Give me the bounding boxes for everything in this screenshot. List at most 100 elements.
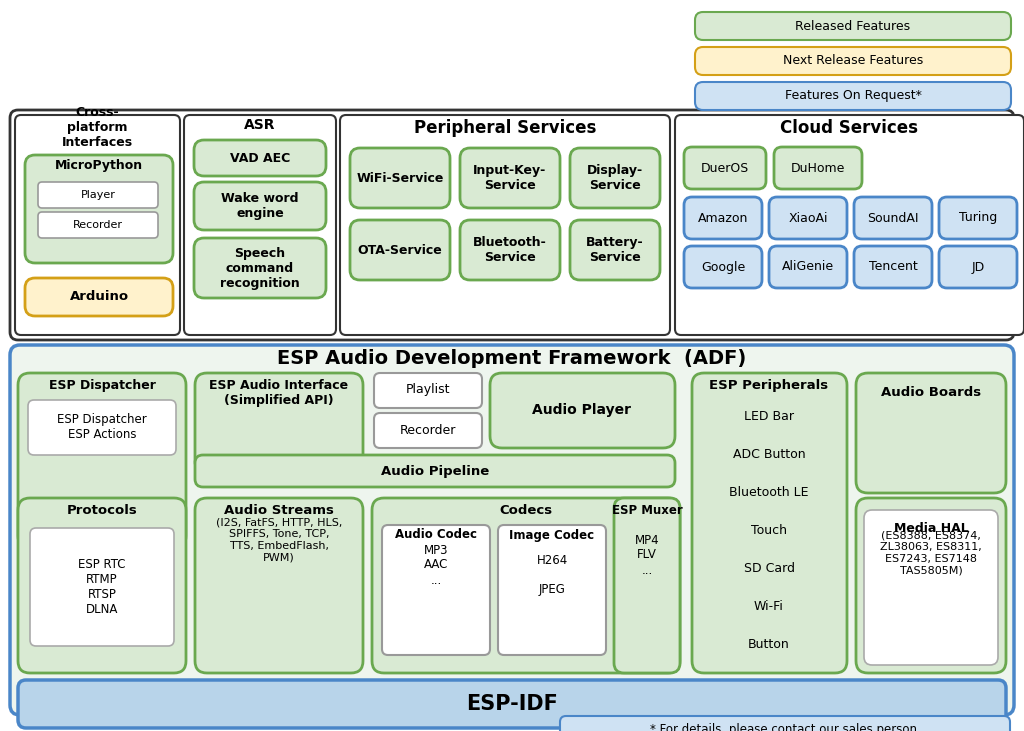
FancyBboxPatch shape [28,400,176,455]
Text: DuHome: DuHome [791,162,845,175]
Text: ESP Audio Interface
(Simplified API): ESP Audio Interface (Simplified API) [210,379,348,407]
Text: (I2S, FatFS, HTTP, HLS,
SPIFFS, Tone, TCP,
TTS, EmbedFlash,
PWM): (I2S, FatFS, HTTP, HLS, SPIFFS, Tone, TC… [216,518,342,562]
Text: WiFi-Service: WiFi-Service [356,172,443,184]
Text: Features On Request*: Features On Request* [784,89,922,102]
FancyBboxPatch shape [695,47,1011,75]
Text: Bluetooth-
Service: Bluetooth- Service [473,236,547,264]
Text: Turing: Turing [958,211,997,224]
FancyBboxPatch shape [684,197,762,239]
FancyBboxPatch shape [350,148,450,208]
Text: Released Features: Released Features [796,20,910,32]
Text: Audio Player: Audio Player [532,403,632,417]
Text: Wi-Fi: Wi-Fi [754,599,784,613]
Text: Display-
Service: Display- Service [587,164,643,192]
FancyBboxPatch shape [184,115,336,335]
FancyBboxPatch shape [10,345,1014,715]
FancyBboxPatch shape [194,238,326,298]
Text: ESP Muxer: ESP Muxer [611,504,682,518]
FancyBboxPatch shape [195,498,362,673]
FancyBboxPatch shape [856,498,1006,673]
Text: Recorder: Recorder [399,423,456,436]
Text: XiaoAi: XiaoAi [788,211,827,224]
FancyBboxPatch shape [570,220,660,280]
Text: Input-Key-
Service: Input-Key- Service [473,164,547,192]
FancyBboxPatch shape [854,246,932,288]
Text: ESP Audio Development Framework  (ADF): ESP Audio Development Framework (ADF) [278,349,746,368]
Text: LED Bar: LED Bar [744,409,794,423]
FancyBboxPatch shape [25,155,173,263]
FancyBboxPatch shape [864,510,998,665]
FancyBboxPatch shape [684,147,766,189]
Text: AliGenie: AliGenie [782,260,835,273]
FancyBboxPatch shape [18,373,186,548]
Text: ESP RTC
RTMP
RTSP
DLNA: ESP RTC RTMP RTSP DLNA [78,558,126,616]
FancyBboxPatch shape [374,373,482,408]
Text: Speech
command
recognition: Speech command recognition [220,246,300,289]
Text: Image Codec: Image Codec [509,529,595,542]
Text: OTA-Service: OTA-Service [357,243,442,257]
Text: SoundAI: SoundAI [867,211,919,224]
FancyBboxPatch shape [939,197,1017,239]
FancyBboxPatch shape [675,115,1024,335]
FancyBboxPatch shape [194,182,326,230]
Text: MP3
AAC
...: MP3 AAC ... [424,544,449,586]
FancyBboxPatch shape [684,246,762,288]
Text: Battery-
Service: Battery- Service [586,236,644,264]
FancyBboxPatch shape [374,413,482,448]
Text: ESP-IDF: ESP-IDF [466,694,558,714]
FancyBboxPatch shape [856,373,1006,493]
FancyBboxPatch shape [194,140,326,176]
Text: Next Release Features: Next Release Features [783,55,923,67]
FancyBboxPatch shape [18,680,1006,728]
FancyBboxPatch shape [30,528,174,646]
Text: Amazon: Amazon [697,211,749,224]
FancyBboxPatch shape [38,182,158,208]
FancyBboxPatch shape [692,373,847,673]
Text: Audio Codec: Audio Codec [395,529,477,542]
FancyBboxPatch shape [774,147,862,189]
Text: Audio Pipeline: Audio Pipeline [381,464,489,477]
Text: MP4
FLV
...: MP4 FLV ... [635,534,659,577]
Text: Media HAL: Media HAL [894,521,969,534]
Text: ADC Button: ADC Button [733,447,805,461]
Text: Player: Player [81,190,116,200]
FancyBboxPatch shape [560,716,1010,731]
Text: Protocols: Protocols [67,504,137,518]
Text: Peripheral Services: Peripheral Services [414,119,596,137]
Text: JD: JD [972,260,985,273]
Text: H264

JPEG: H264 JPEG [537,553,567,596]
Text: Touch: Touch [751,523,787,537]
FancyBboxPatch shape [195,455,675,487]
Text: ASR: ASR [245,118,275,132]
Text: Wake word
engine: Wake word engine [221,192,299,220]
Text: DuerOS: DuerOS [700,162,750,175]
Text: Arduino: Arduino [70,290,129,303]
FancyBboxPatch shape [195,373,362,473]
FancyBboxPatch shape [769,246,847,288]
Text: Cross-
platform
Interfaces: Cross- platform Interfaces [61,107,132,150]
Text: Codecs: Codecs [500,504,553,518]
Text: SD Card: SD Card [743,561,795,575]
FancyBboxPatch shape [939,246,1017,288]
FancyBboxPatch shape [769,197,847,239]
Text: Audio Boards: Audio Boards [881,387,981,400]
FancyBboxPatch shape [372,498,680,673]
FancyBboxPatch shape [614,498,680,673]
Text: Cloud Services: Cloud Services [780,119,918,137]
FancyBboxPatch shape [350,220,450,280]
Text: Recorder: Recorder [73,220,123,230]
FancyBboxPatch shape [490,373,675,448]
FancyBboxPatch shape [38,212,158,238]
Text: VAD AEC: VAD AEC [229,151,290,164]
Text: ESP Dispatcher: ESP Dispatcher [48,379,156,393]
FancyBboxPatch shape [382,525,490,655]
FancyBboxPatch shape [25,278,173,316]
FancyBboxPatch shape [460,148,560,208]
FancyBboxPatch shape [18,498,186,673]
Text: Playlist: Playlist [406,384,451,396]
FancyBboxPatch shape [460,220,560,280]
FancyBboxPatch shape [498,525,606,655]
FancyBboxPatch shape [695,12,1011,40]
Text: Audio Streams: Audio Streams [224,504,334,518]
Text: ESP Peripherals: ESP Peripherals [710,379,828,393]
